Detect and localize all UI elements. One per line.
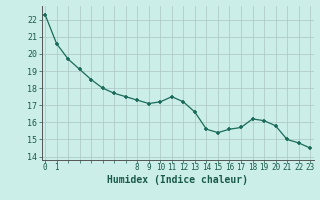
X-axis label: Humidex (Indice chaleur): Humidex (Indice chaleur) (107, 175, 248, 185)
